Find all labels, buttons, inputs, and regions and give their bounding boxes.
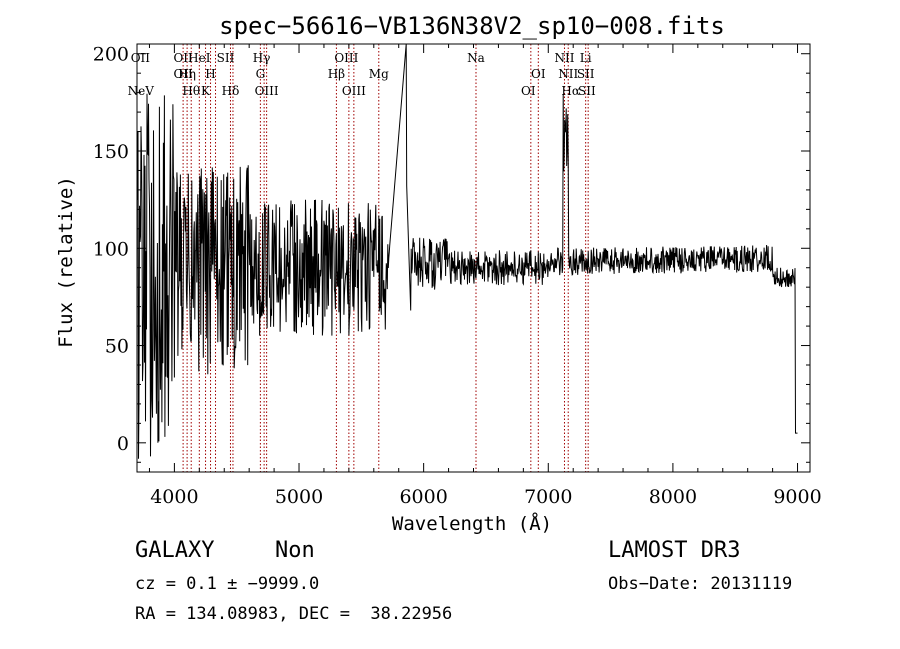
object-subclass: Non bbox=[275, 538, 315, 563]
y-tick-label-2: 100 bbox=[93, 238, 129, 260]
line-label-6: HeI bbox=[188, 51, 211, 65]
y-axis-ticks: 0 50 100 150 200 bbox=[93, 44, 810, 463]
obs-date: Obs−Date: 20131119 bbox=[608, 574, 793, 594]
spectrum-trace bbox=[136, 43, 798, 459]
line-label-26: SII bbox=[578, 84, 596, 98]
spectrum-line bbox=[136, 43, 798, 459]
line-label-2: OII bbox=[173, 51, 193, 65]
x-axis-label: Wavelength (Å) bbox=[392, 512, 552, 535]
coordinates: RA = 134.08983, DEC = 38.22956 bbox=[135, 604, 453, 624]
y-tick-label-0: 0 bbox=[117, 433, 129, 455]
x-axis-ticks: 4000 5000 6000 7000 8000 9000 bbox=[148, 44, 822, 508]
line-label-18: Na bbox=[467, 51, 485, 65]
line-label-4: Hη bbox=[178, 67, 196, 81]
line-label-16: OIII bbox=[342, 84, 366, 98]
line-label-9: SII bbox=[217, 51, 235, 65]
line-label-12: G bbox=[256, 67, 266, 81]
chart-title: spec−56616−VB136N38V2_sp10−008.fits bbox=[219, 12, 725, 40]
line-label-19: OI bbox=[531, 67, 546, 81]
line-label-14: OIII bbox=[334, 51, 358, 65]
line-label-21: NII bbox=[554, 51, 574, 65]
line-label-24: SII bbox=[577, 67, 595, 81]
line-label-25: Hα bbox=[561, 84, 580, 98]
line-label-5: Hθ bbox=[182, 84, 200, 98]
line-label-13: OIII bbox=[255, 84, 279, 98]
line-label-15: Hβ bbox=[328, 67, 345, 81]
line-label-3: OII bbox=[173, 67, 193, 81]
x-tick-label-0: 4000 bbox=[150, 486, 198, 508]
x-tick-label-1: 5000 bbox=[275, 486, 323, 508]
line-label-8: K bbox=[201, 84, 211, 98]
line-label-11: Hγ bbox=[253, 51, 271, 65]
survey-name: LAMOST DR3 bbox=[608, 538, 741, 563]
line-label-7: H bbox=[205, 67, 215, 81]
line-label-23: NII bbox=[558, 67, 578, 81]
x-tick-label-4: 8000 bbox=[649, 486, 697, 508]
x-tick-label-2: 6000 bbox=[399, 486, 447, 508]
line-label-10: Hδ bbox=[222, 84, 240, 98]
y-tick-label-4: 200 bbox=[93, 44, 129, 66]
y-axis-label: Flux (relative) bbox=[55, 176, 77, 348]
line-label-22: Li bbox=[580, 51, 592, 65]
line-label-0: NeV bbox=[128, 84, 155, 98]
x-tick-label-3: 7000 bbox=[524, 486, 572, 508]
object-type: GALAXY bbox=[135, 538, 215, 563]
redshift-readout: cz = 0.1 ± −9999.0 bbox=[135, 574, 320, 594]
x-tick-label-5: 9000 bbox=[773, 486, 821, 508]
line-label-20: OI bbox=[521, 84, 536, 98]
line-label-1: OII bbox=[131, 51, 151, 65]
line-label-17: Mg bbox=[369, 67, 389, 81]
y-tick-label-1: 50 bbox=[105, 336, 129, 358]
y-tick-label-3: 150 bbox=[93, 141, 129, 163]
